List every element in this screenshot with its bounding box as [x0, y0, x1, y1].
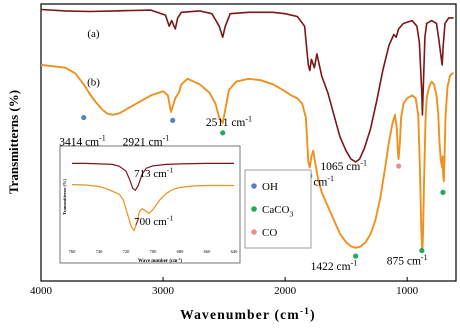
inset-chart: 760 740 720 700 680 660 640 713 cm-1 700 cm-1 Wa…	[59, 145, 241, 264]
legend-marker-co	[251, 229, 257, 235]
inset-layer: 760 740 720 700 680 660 640 713 cm-1 700 cm-1	[69, 162, 239, 254]
inset-x-tick-label: 640	[231, 249, 239, 254]
plot-frame	[40, 3, 457, 282]
legend-label-caco3: CaCO3	[262, 204, 294, 218]
inset-x-tick-label: 760	[69, 249, 77, 254]
inset-frame	[59, 145, 241, 264]
marker-caco3	[220, 130, 226, 136]
peak-label: 3414 cm-1	[59, 134, 106, 149]
x-tick-label: 1000	[396, 285, 419, 297]
x-tick-label: 4000	[30, 285, 53, 297]
legend-items: OH CaCO3 CO	[251, 181, 294, 239]
peak-label: 2511 cm-1	[206, 114, 252, 129]
inset-x-tick-label: 700	[150, 249, 158, 254]
marker-caco3	[440, 189, 446, 195]
peak-label: 1065 cm-1	[320, 159, 367, 174]
series-line-b	[40, 63, 454, 252]
curve-label-b: (b)	[87, 77, 100, 89]
legend-marker-caco3	[251, 206, 257, 212]
legend-label-co: CO	[262, 227, 277, 239]
peak-label: 1422 cm-1	[311, 258, 358, 273]
marker-caco3	[419, 247, 425, 254]
marker-co	[396, 163, 402, 169]
series-line-a	[40, 8, 454, 163]
peak-label: 875 cm-1	[387, 253, 428, 268]
inset-series-line-b	[71, 184, 234, 232]
peak-label: 2921 cm-1	[123, 134, 170, 149]
inset-x-tick-label: 660	[204, 249, 212, 254]
inset-x-tick-label: 680	[177, 249, 185, 254]
inset-peak-label: 700 cm-1	[134, 213, 173, 227]
x-tick-label: 2000	[274, 285, 297, 297]
legend-marker-oh	[251, 183, 257, 189]
curve-label-a: (a)	[87, 28, 100, 40]
inset-y-axis-title: Transmitterns (%)	[62, 178, 67, 215]
inset-peak-label: 713 cm-1	[134, 165, 173, 179]
series-layer	[40, 8, 454, 252]
x-axis-title: Wavenumber (cm-1)	[180, 307, 316, 322]
y-axis-title: Transmitterns (%)	[6, 90, 21, 194]
inset-x-tick-label: 720	[123, 249, 131, 254]
axes-layer: 4000 3000 2000 1000	[30, 277, 419, 297]
marker-caco3	[353, 253, 359, 259]
marker-oh	[170, 117, 176, 123]
inset-series-line-a	[72, 162, 234, 192]
inset-x-axis-title: Wave number (cm-1)	[138, 257, 182, 264]
marker-oh	[81, 114, 87, 121]
inset-x-tick-label: 740	[96, 249, 104, 254]
x-tick-label: 3000	[152, 285, 175, 297]
legend-label-oh: OH	[262, 181, 278, 193]
legend: OH CaCO3 CO	[244, 169, 312, 249]
